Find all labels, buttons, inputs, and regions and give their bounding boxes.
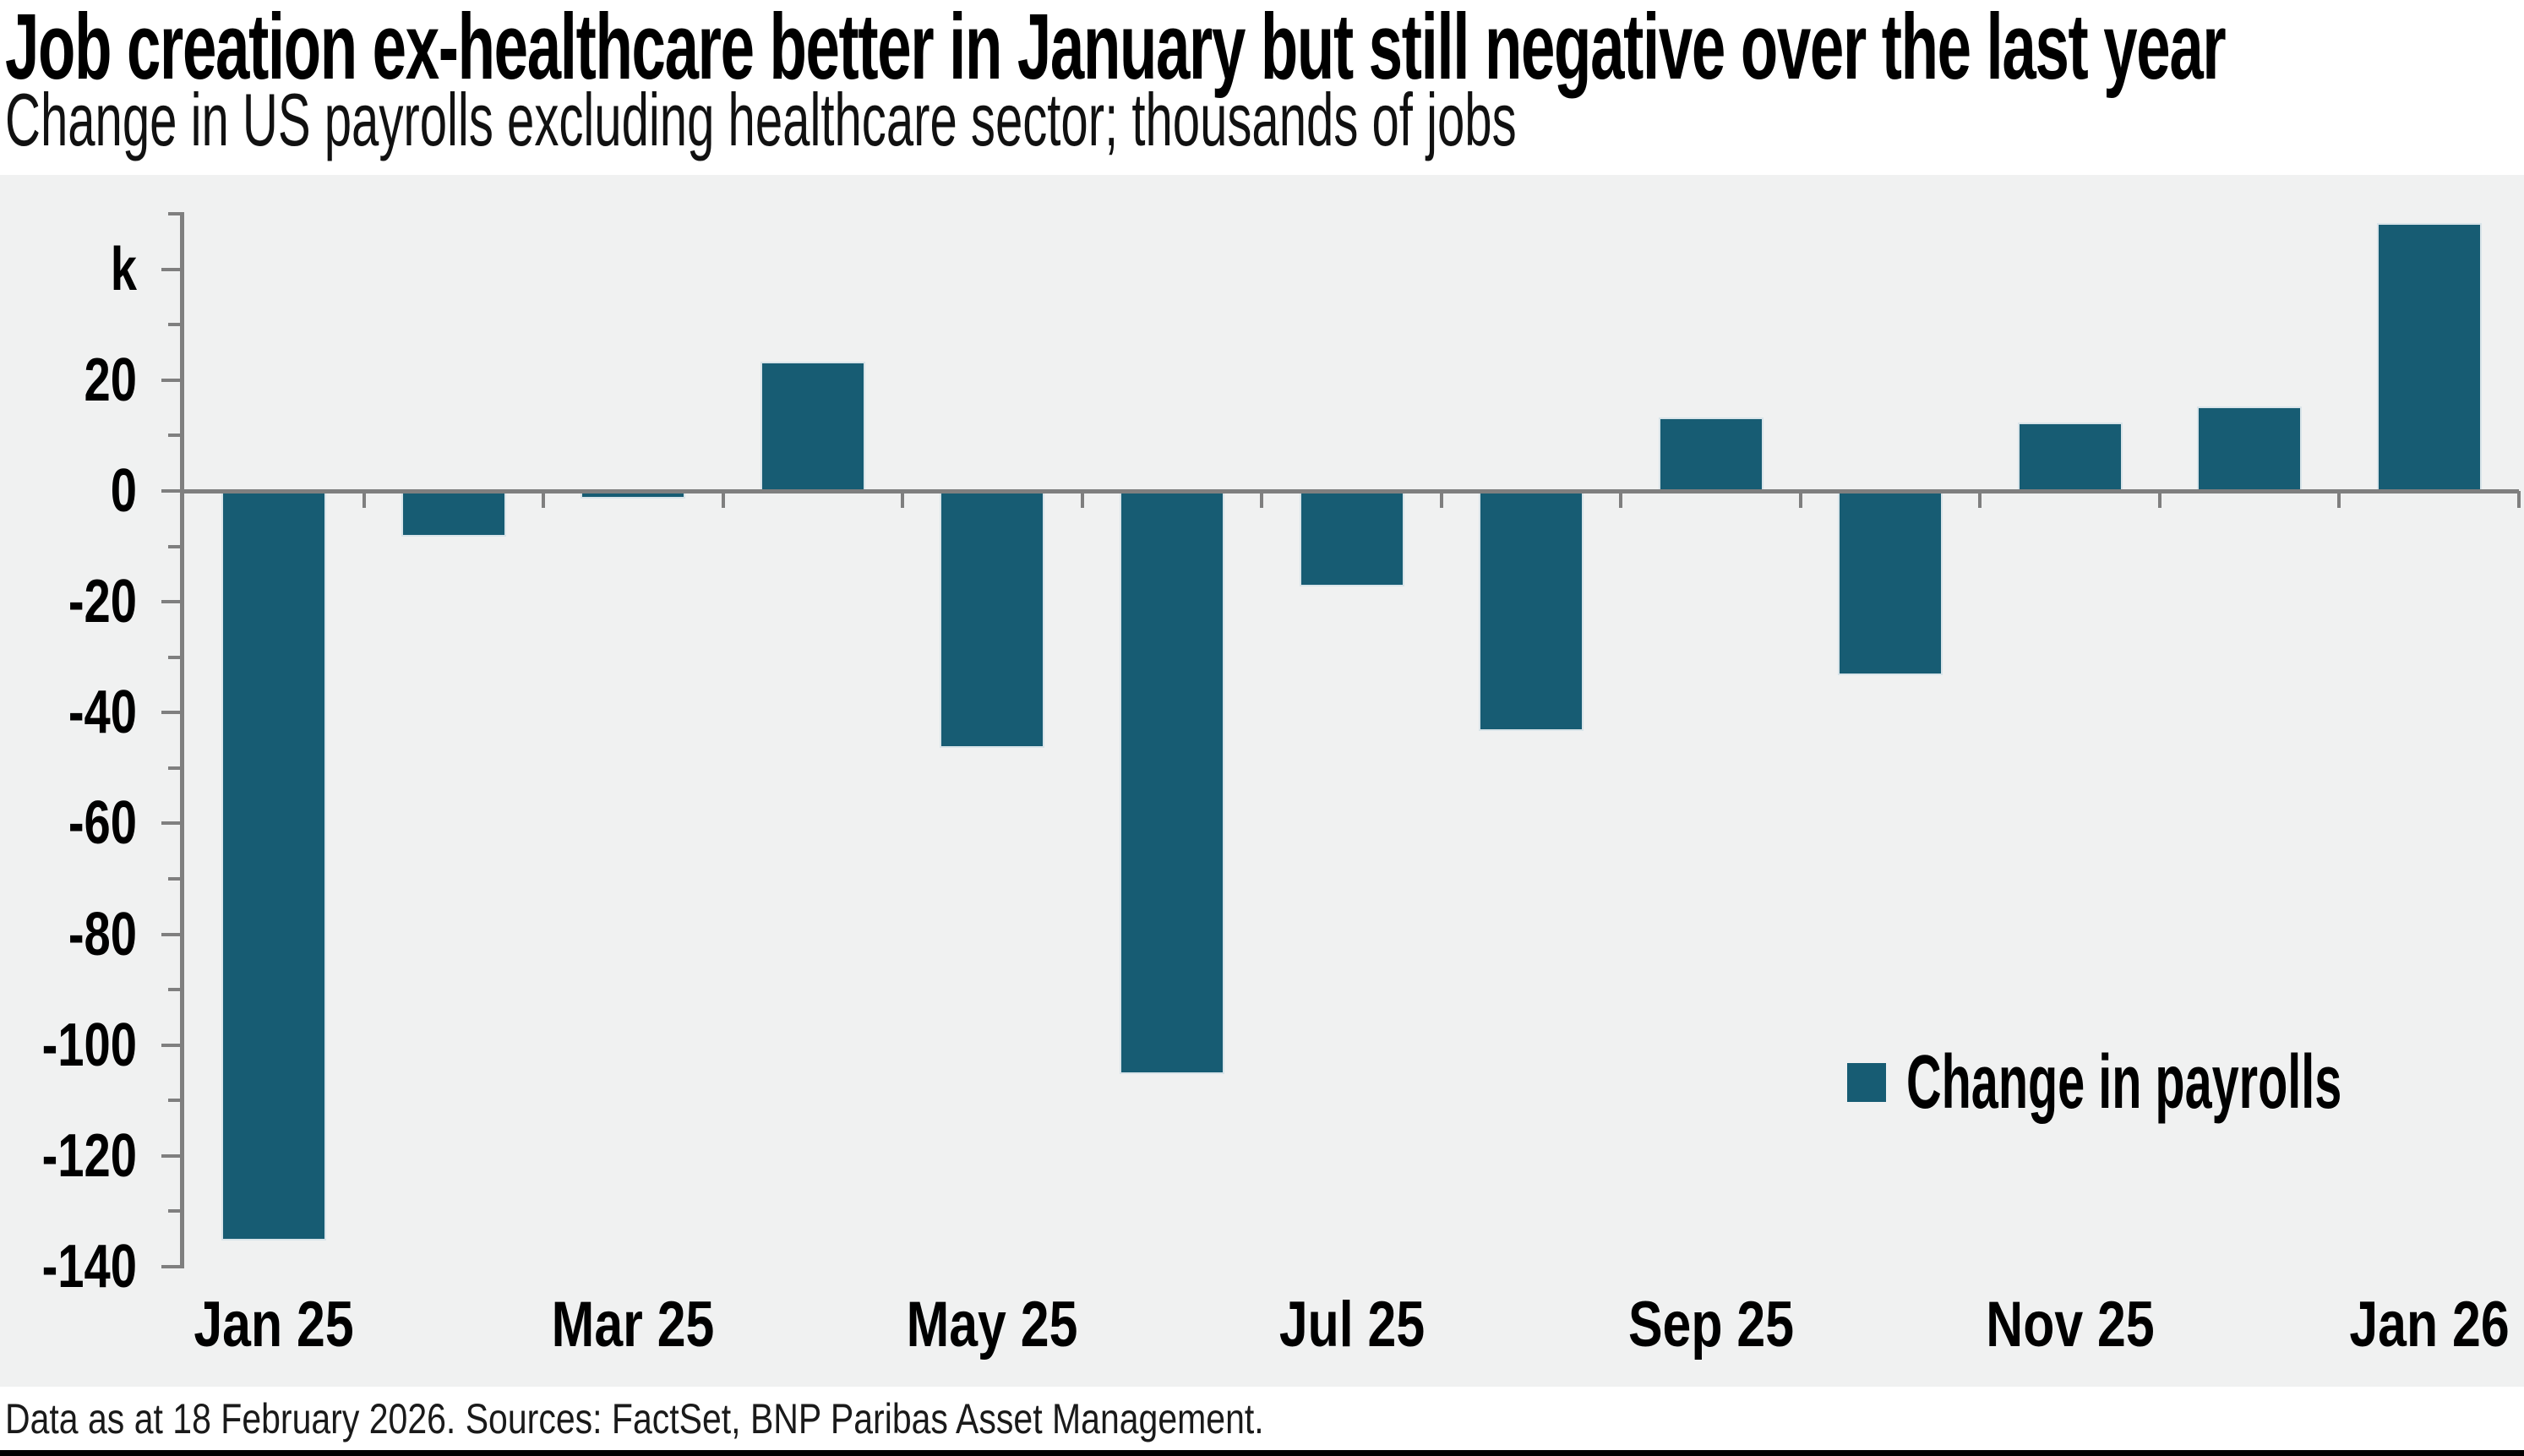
y-axis-line — [180, 212, 184, 1268]
bar-feb-25 — [402, 491, 504, 536]
y-tick--130 — [168, 1209, 180, 1213]
y-tick--90 — [168, 988, 180, 992]
y-tick-label--40: -40 — [68, 679, 137, 747]
x-tick-5 — [1080, 491, 1084, 508]
bottom-rule — [0, 1450, 2524, 1456]
x-tick-7 — [1439, 491, 1443, 508]
bar-nov-25 — [2019, 424, 2121, 491]
bar-sep-25 — [1660, 418, 1762, 491]
x-tick-12 — [2337, 491, 2341, 508]
y-tick--100 — [161, 1043, 180, 1047]
legend: Change in payrolls — [1847, 1042, 2524, 1123]
x-tick-2 — [542, 491, 546, 508]
x-tick-1 — [362, 491, 366, 508]
y-tick--40 — [161, 711, 180, 715]
bar-jun-25 — [1120, 491, 1223, 1073]
y-tick--60 — [161, 821, 180, 826]
y-tick-40 — [161, 267, 180, 271]
bar-aug-25 — [1480, 491, 1583, 729]
x-tick-9 — [1798, 491, 1802, 508]
y-tick-label--80: -80 — [68, 900, 137, 968]
bar-jan-26 — [2378, 225, 2480, 491]
x-tick-10 — [1978, 491, 1982, 508]
x-axis-label-mar-25: Mar 25 — [552, 1289, 715, 1361]
source-note: Data as at 18 February 2026. Sources: Fa… — [5, 1387, 2519, 1450]
x-tick-13 — [2517, 491, 2521, 508]
y-tick-50 — [168, 212, 180, 216]
x-axis-label-nov-25: Nov 25 — [1985, 1289, 2155, 1361]
y-tick-label-40: k — [110, 235, 137, 303]
y-tick-label--120: -120 — [41, 1121, 137, 1190]
x-axis-label-jan-26: Jan 26 — [2349, 1289, 2510, 1361]
y-tick-label--60: -60 — [68, 789, 137, 858]
legend-label: Change in payrolls — [1906, 1040, 2342, 1125]
y-tick-label--140: -140 — [41, 1232, 137, 1301]
y-tick-0 — [161, 489, 180, 493]
y-tick-label--20: -20 — [68, 568, 137, 636]
bar-jul-25 — [1300, 491, 1403, 586]
bar-dec-25 — [2199, 407, 2301, 491]
y-tick--140 — [161, 1264, 180, 1268]
x-tick-11 — [2157, 491, 2161, 508]
x-tick-4 — [901, 491, 905, 508]
bar-oct-25 — [1840, 491, 1942, 674]
y-tick-label-20: 20 — [84, 346, 137, 414]
y-tick--110 — [168, 1099, 180, 1103]
x-axis-label-may-25: May 25 — [907, 1289, 1078, 1361]
x-axis-label-jul-25: Jul 25 — [1278, 1289, 1425, 1361]
y-tick--30 — [168, 655, 180, 659]
y-tick-10 — [168, 434, 180, 438]
bar-mar-25 — [582, 491, 684, 497]
chart-subtitle: Change in US payrolls excluding healthca… — [5, 78, 1517, 161]
bar-jan-25 — [223, 491, 325, 1240]
x-axis-label-jan-25: Jan 25 — [194, 1289, 354, 1361]
x-tick-6 — [1260, 491, 1264, 508]
y-tick--80 — [161, 932, 180, 936]
chart-title: Job creation ex-healthcare better in Jan… — [5, 0, 2227, 99]
y-tick--10 — [168, 544, 180, 548]
y-tick--120 — [161, 1153, 180, 1158]
y-tick-30 — [168, 323, 180, 327]
bar-apr-25 — [761, 363, 864, 491]
y-tick-label--100: -100 — [41, 1011, 137, 1079]
y-tick--50 — [168, 766, 180, 770]
y-tick-label-0: 0 — [110, 457, 137, 525]
y-tick--20 — [161, 600, 180, 604]
x-tick-3 — [721, 491, 725, 508]
plot-area — [0, 175, 2524, 1387]
zero-line — [180, 489, 2519, 494]
x-tick-8 — [1619, 491, 1623, 508]
source-note-text: Data as at 18 February 2026. Sources: Fa… — [5, 1395, 1264, 1442]
x-axis-label-sep-25: Sep 25 — [1627, 1289, 1794, 1361]
y-tick-20 — [161, 378, 180, 382]
bar-may-25 — [941, 491, 1044, 746]
y-tick--70 — [168, 876, 180, 881]
legend-swatch-icon — [1847, 1063, 1886, 1102]
